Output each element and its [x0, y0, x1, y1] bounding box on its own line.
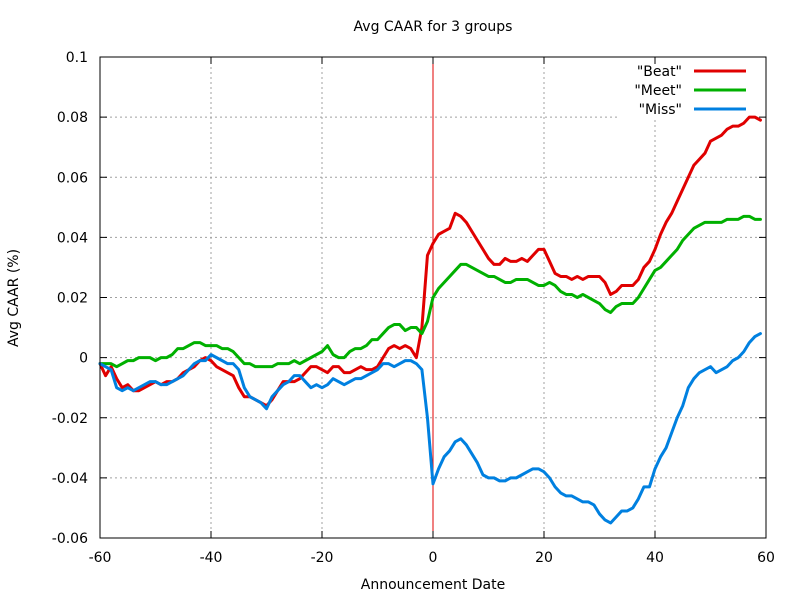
y-tick-label: -0.02: [52, 411, 88, 427]
y-tick-label: 0: [79, 351, 88, 367]
y-tick-label: 0.06: [57, 170, 88, 186]
series-lines: [98, 57, 762, 538]
y-tick-label: -0.06: [52, 531, 88, 547]
x-tick-label: 60: [757, 550, 775, 566]
x-tick-label: 40: [646, 550, 664, 566]
legend-label-beat: "Beat": [637, 64, 682, 80]
axis-ticks: -0.06 -0.04 -0.02 0 0.02 0.04 0.06 0.08 0.1 -60 -4…: [52, 50, 775, 566]
y-tick-label: 0.08: [57, 110, 88, 126]
x-axis-title: Announcement Date: [361, 577, 505, 593]
series-line-beat: [98, 115, 762, 408]
y-tick-label: 0.04: [57, 230, 88, 246]
y-tick-label: 0.02: [57, 291, 88, 307]
chart-title: Avg CAAR for 3 groups: [354, 19, 513, 35]
legend-label-miss: "Miss": [639, 102, 682, 118]
x-tick-label: 20: [535, 550, 553, 566]
y-tick-label: 0.1: [66, 50, 88, 66]
y-axis-title: Avg CAAR (%): [6, 249, 22, 347]
x-tick-label: -20: [311, 550, 334, 566]
series-line-miss: [98, 332, 762, 525]
series-line-meet: [98, 214, 762, 369]
legend-label-meet: "Meet": [634, 83, 682, 99]
x-tick-label: -60: [89, 550, 112, 566]
x-tick-label: -40: [200, 550, 223, 566]
legend: "Beat" "Meet" "Miss": [634, 64, 746, 118]
x-tick-label: 0: [429, 550, 438, 566]
y-tick-label: -0.04: [52, 471, 88, 487]
